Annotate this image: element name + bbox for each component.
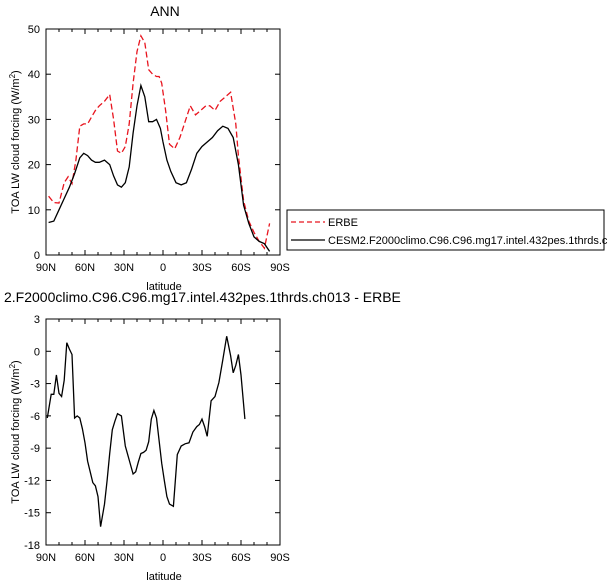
p1-xtick-label: 0: [160, 262, 166, 274]
top-ylabel-close: ): [10, 70, 22, 74]
bottom-xlabel: latitude: [146, 571, 181, 583]
erbe-line: [48, 34, 271, 250]
cesm2-line: [48, 82, 271, 252]
p1-xtick-label: 60S: [231, 262, 251, 274]
p1-xtick-label: 30N: [114, 262, 134, 274]
p1-xtick-label: 90S: [270, 262, 290, 274]
p1-ytick-label: 40: [28, 69, 40, 81]
p2-xtick-label: 0: [160, 552, 166, 564]
top-ylabel-text: TOA LW cloud forcing (W/m: [10, 78, 22, 213]
legend-box: [286, 209, 605, 251]
p1-ytick-label: 0: [34, 250, 40, 262]
bottom-ylabel-sup: 2: [8, 363, 17, 368]
top-ylabel: TOA LW cloud forcing (W/m2): [8, 70, 22, 213]
top-xlabel: latitude: [146, 281, 181, 293]
top-ylabel-sup: 2: [8, 73, 17, 78]
svg-text:TOA LW cloud forcing (W/m2): TOA LW cloud forcing (W/m2): [8, 360, 22, 503]
p1-xtick-label: 90N: [36, 262, 56, 274]
p2-xtick-label: 30N: [114, 552, 134, 564]
p2-xtick-label: 90N: [36, 552, 56, 564]
svg-text:TOA LW cloud forcing (W/m2): TOA LW cloud forcing (W/m2): [8, 70, 22, 213]
bottom-chart-title: 2.F2000climo.C96.C96.mg17.intel.432pes.1…: [4, 289, 401, 305]
bottom-panel: 2.F2000climo.C96.C96.mg17.intel.432pes.1…: [4, 289, 401, 583]
top-panel: ANN TOA LW cloud forcing (W/m2) 90N 60N 30…: [8, 3, 608, 293]
p1-ytick-label: 50: [28, 24, 40, 36]
p2-ytick-label: -9: [30, 443, 40, 455]
legend-cesm2-label: CESM2.F2000climo.C96.C96.mg17.intel.432p…: [328, 235, 608, 247]
p2-xtick-label: 60N: [75, 552, 95, 564]
p2-ytick-label: 0: [34, 346, 40, 358]
legend-erbe-label: ERBE: [328, 217, 358, 229]
p2-xtick-label: 60S: [231, 552, 251, 564]
p2-ytick-label: -18: [24, 540, 40, 552]
p2-ytick-label: -15: [24, 508, 40, 520]
bottom-ylabel-text: TOA LW cloud forcing (W/m: [10, 368, 22, 503]
p1-ytick-label: 20: [28, 160, 40, 172]
p1-xtick-label: 30S: [192, 262, 212, 274]
difference-line: [46, 336, 246, 527]
legend: ERBE CESM2.F2000climo.C96.C96.mg17.intel…: [286, 209, 608, 251]
p1-ytick-label: 10: [28, 205, 40, 217]
top-chart-title: ANN: [150, 3, 180, 19]
bottom-ylabel-close: ): [10, 360, 22, 364]
p2-xtick-label: 90S: [270, 552, 290, 564]
p2-ytick-label: -12: [24, 475, 40, 487]
p2-xtick-label: 30S: [192, 552, 212, 564]
p2-ytick-label: 3: [34, 314, 40, 326]
bottom-ylabel: TOA LW cloud forcing (W/m2): [8, 360, 22, 503]
p2-ytick-label: -6: [30, 411, 40, 423]
p1-ytick-label: 30: [28, 114, 40, 126]
p1-xtick-label: 60N: [75, 262, 95, 274]
bottom-plot-frame: [45, 318, 281, 546]
p2-ytick-label: -3: [30, 379, 40, 391]
